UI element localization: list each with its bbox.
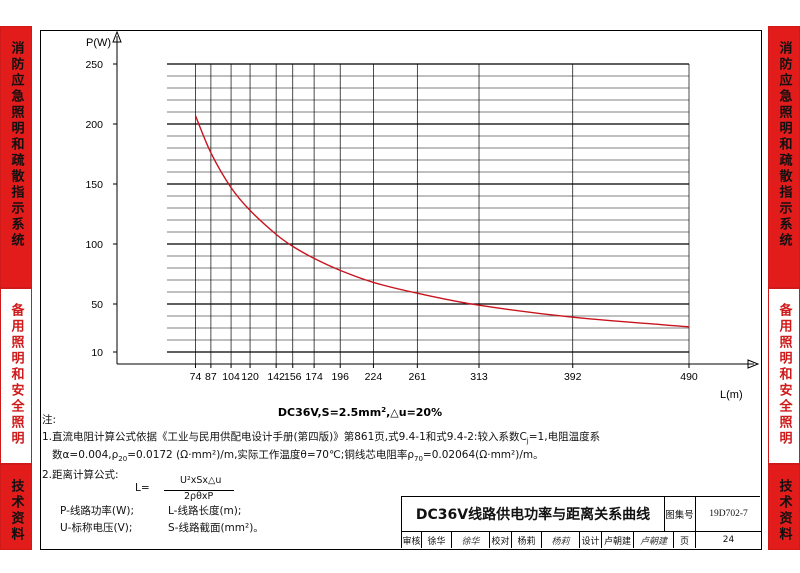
- y-gridlines: [167, 63, 689, 353]
- reviewer-name: 徐华: [422, 532, 452, 548]
- y-tick-label: 100: [85, 239, 103, 251]
- right-sidebar: 消防应急照明和疏散指示系统 备用照明和安全照明 技术资料: [768, 26, 800, 550]
- left-tab-emergency-lighting[interactable]: 消防应急照明和疏散指示系统: [0, 26, 32, 288]
- signature-row: 审核 徐华 徐华 校对 杨莉 杨莉 设计 卢朝建 卢朝建 页 24: [402, 531, 761, 548]
- left-tab-standby-lighting[interactable]: 备用照明和安全照明: [0, 288, 32, 464]
- formula-bar: [164, 490, 234, 491]
- power-curve: [194, 115, 690, 328]
- x-tick-label: 74: [190, 371, 202, 383]
- page-label: 页: [674, 532, 696, 548]
- x-tick-label: 392: [564, 371, 582, 383]
- atlas-label: 图集号: [664, 497, 696, 531]
- x-tick-label: 224: [365, 371, 383, 383]
- x-tick-label: 261: [409, 371, 427, 383]
- axis-ticks: [113, 63, 690, 368]
- y-axis-label: P(W): [86, 37, 111, 49]
- x-tick-label: 156: [284, 371, 302, 383]
- y-axis-arrow: [112, 30, 122, 43]
- x-tick-label: 120: [241, 371, 259, 383]
- x-tick-labels: 74 87 104 120 142 156 174 196 224 261 313 392 490: [190, 371, 698, 383]
- y-tick-label: 10: [91, 347, 103, 359]
- y-tick-label: 250: [85, 59, 103, 71]
- note-line-1: 1.直流电阻计算公式依据《工业与民用供配电设计手册(第四版)》第861页,式9.…: [42, 431, 601, 446]
- page-number: 24: [722, 535, 735, 545]
- design-label: 设计: [580, 532, 602, 548]
- atlas-number: 19D702-7: [709, 509, 748, 519]
- y-tick-labels: 10 50 100 150 200 250: [85, 59, 103, 359]
- checker-name: 杨莉: [512, 532, 542, 548]
- def-section: S-线路截面(mm²)。: [168, 522, 264, 534]
- right-tab-emergency-lighting[interactable]: 消防应急照明和疏散指示系统: [768, 26, 800, 288]
- x-tick-label: 174: [305, 371, 323, 383]
- drawing-title: DC36V线路供电功率与距离关系曲线: [402, 497, 665, 531]
- x-tick-label: 104: [222, 371, 240, 383]
- power-distance-chart: P(W) L(m) 10 50 100 150 200 250 74 87 104 120 142…: [85, 30, 760, 418]
- x-tick-label: 196: [331, 371, 349, 383]
- formula-numerator: U²xSx△u: [180, 475, 222, 486]
- x-gridlines: [195, 64, 690, 364]
- formula-denominator: 2ρθxP: [184, 491, 214, 502]
- notes-heading: 注:: [42, 414, 57, 426]
- note-line-3: 2.距离计算公式:: [42, 469, 119, 481]
- y-tick-label: 150: [85, 179, 103, 191]
- y-tick-label: 200: [85, 119, 103, 131]
- x-tick-label: 490: [680, 371, 698, 383]
- x-tick-label: 313: [470, 371, 488, 383]
- designer-signature: 卢朝建: [634, 532, 674, 548]
- left-sidebar: 消防应急照明和疏散指示系统 备用照明和安全照明 技术资料: [0, 26, 32, 550]
- def-power: P-线路功率(W);: [60, 505, 135, 517]
- formula-lhs: L=: [135, 482, 150, 494]
- y-tick-label: 50: [91, 299, 103, 311]
- title-block: DC36V线路供电功率与距离关系曲线 图集号 19D702-7 审核 徐华 徐华…: [401, 496, 761, 548]
- check-label: 校对: [490, 532, 512, 548]
- right-tab-technical-data[interactable]: 技术资料: [768, 464, 800, 550]
- x-axis-arrow: [747, 359, 760, 369]
- chart-caption: DC36V,S=2.5mm2,△u=20%: [278, 406, 442, 418]
- note-line-2: 数α=0.004,ρ20=0.0172 (Ω·mm²)/m,实际工作温度θ=70…: [52, 449, 544, 464]
- x-tick-label: 142: [267, 371, 285, 383]
- x-tick-label: 87: [205, 371, 217, 383]
- def-length: L-线路长度(m);: [168, 505, 242, 517]
- reviewer-signature: 徐华: [452, 532, 490, 548]
- review-label: 审核: [402, 532, 422, 548]
- right-tab-standby-lighting[interactable]: 备用照明和安全照明: [768, 288, 800, 464]
- def-voltage: U-标称电压(V);: [60, 522, 133, 534]
- checker-signature: 杨莉: [542, 532, 580, 548]
- left-tab-technical-data[interactable]: 技术资料: [0, 464, 32, 550]
- designer-name: 卢朝建: [602, 532, 634, 548]
- x-axis-label: L(m): [720, 389, 743, 401]
